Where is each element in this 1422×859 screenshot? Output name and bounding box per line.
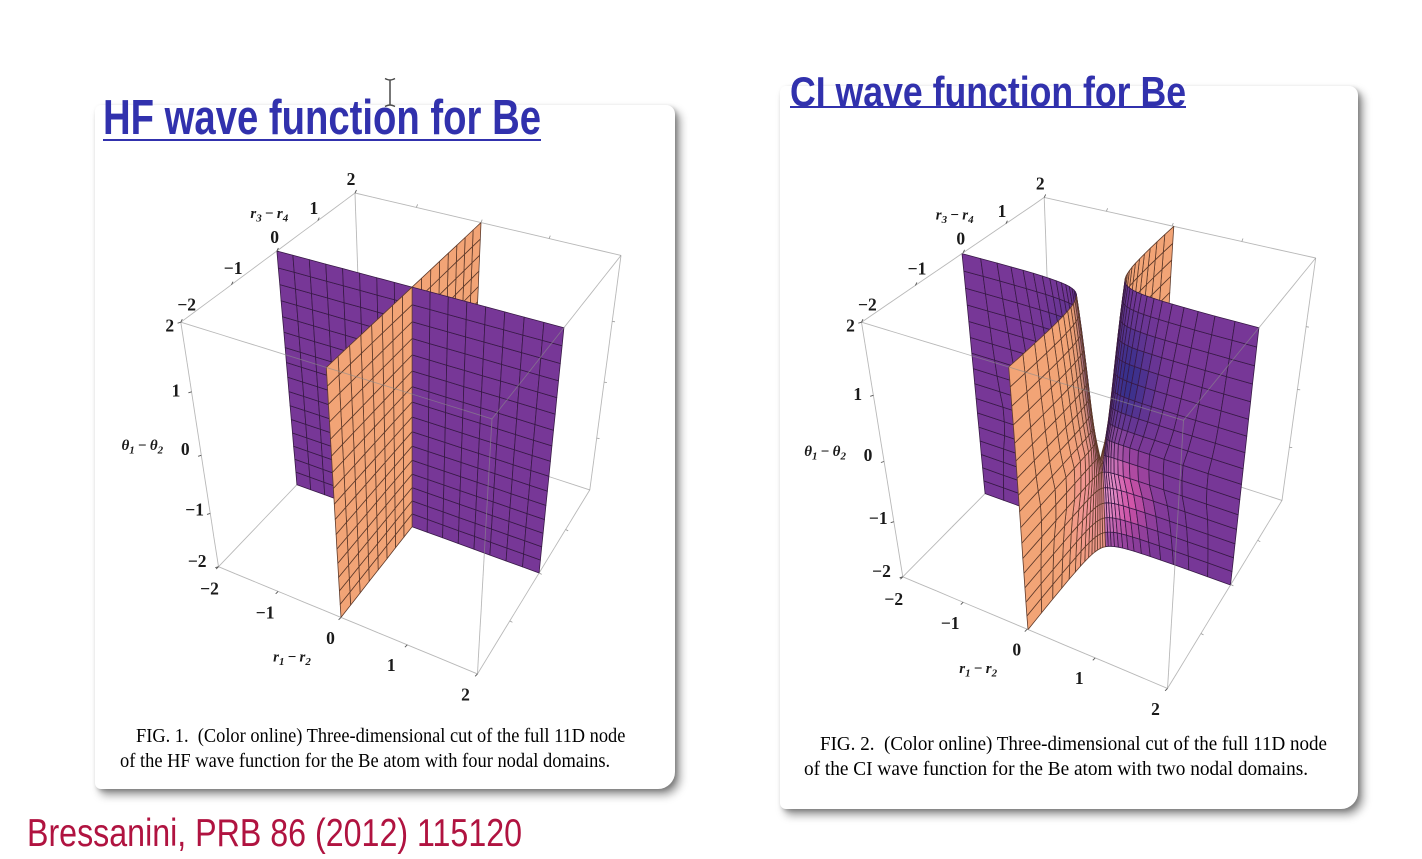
svg-text:1: 1: [853, 384, 862, 404]
svg-text:2: 2: [165, 316, 174, 336]
svg-text:0: 0: [181, 439, 190, 459]
svg-text:2: 2: [846, 316, 855, 336]
svg-text:r3 − r4: r3 − r4: [250, 206, 288, 225]
svg-text:−2: −2: [188, 551, 207, 571]
svg-text:−2: −2: [872, 561, 891, 581]
svg-text:−1: −1: [908, 259, 927, 279]
svg-text:2: 2: [461, 684, 470, 704]
svg-text:−2: −2: [858, 295, 877, 315]
svg-text:1: 1: [998, 201, 1007, 221]
svg-text:2: 2: [1036, 173, 1045, 193]
svg-text:−1: −1: [256, 602, 275, 622]
svg-text:−2: −2: [200, 579, 219, 599]
svg-text:0: 0: [1012, 640, 1021, 660]
svg-text:2: 2: [1151, 699, 1160, 719]
svg-text:0: 0: [326, 628, 335, 648]
svg-text:2: 2: [347, 169, 356, 189]
svg-text:−2: −2: [177, 295, 196, 315]
svg-text:1: 1: [310, 198, 319, 218]
svg-text:r3 − r4: r3 − r4: [936, 207, 974, 226]
svg-text:0: 0: [270, 227, 279, 247]
svg-text:1: 1: [172, 380, 181, 400]
svg-text:0: 0: [864, 445, 873, 465]
svg-text:θ1 − θ2: θ1 − θ2: [121, 438, 163, 457]
svg-text:−1: −1: [869, 508, 888, 528]
svg-text:r1 − r2: r1 − r2: [959, 661, 997, 680]
svg-text:r1 − r2: r1 − r2: [273, 649, 311, 668]
svg-text:θ1 − θ2: θ1 − θ2: [804, 444, 846, 463]
svg-text:−1: −1: [941, 613, 960, 633]
svg-text:0: 0: [956, 229, 965, 249]
svg-text:−2: −2: [884, 589, 903, 609]
svg-text:1: 1: [1075, 668, 1084, 688]
svg-text:1: 1: [387, 655, 396, 675]
svg-text:−1: −1: [185, 500, 204, 520]
svg-text:−1: −1: [224, 258, 243, 278]
